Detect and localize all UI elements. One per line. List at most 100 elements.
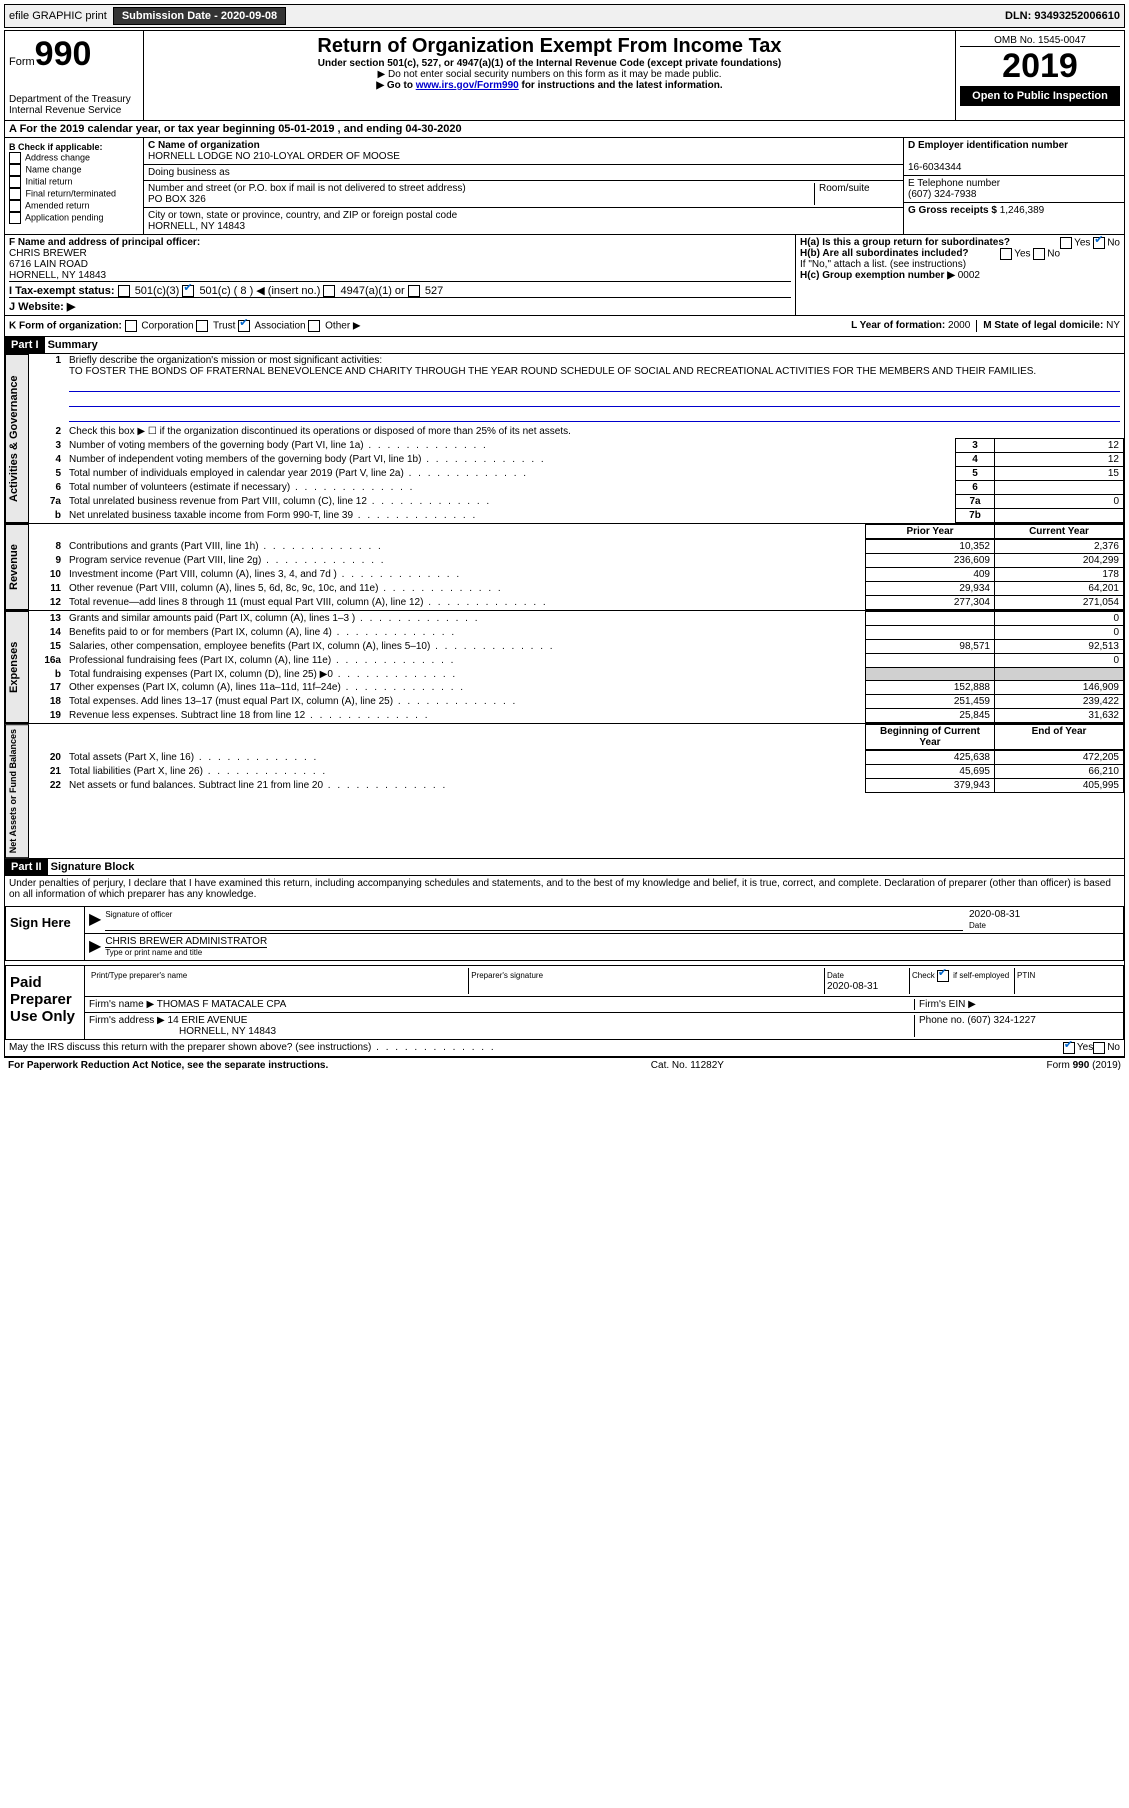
discuss-no[interactable] <box>1093 1042 1105 1054</box>
gross-label: G Gross receipts $ <box>908 205 997 216</box>
sign-block: Sign Here ▶ Signature of officer 2020-08… <box>5 906 1124 961</box>
fh-block: F Name and address of principal officer:… <box>5 235 1124 316</box>
firm-name-l: Firm's name ▶ <box>89 999 154 1010</box>
form990-link[interactable]: www.irs.gov/Form990 <box>416 80 519 91</box>
open-public-label: Open to Public Inspection <box>960 86 1120 106</box>
c-label: C Name of organization <box>148 140 260 151</box>
self-employed-check[interactable] <box>937 970 949 982</box>
efile-label: efile GRAPHIC print <box>9 10 107 22</box>
org-addr: PO BOX 326 <box>148 194 206 205</box>
l2-text: Check this box ▶ ☐ if the organization d… <box>65 425 1124 438</box>
prep-c3v: 2020-08-31 <box>827 981 878 992</box>
check-b[interactable] <box>9 164 21 176</box>
k-other-l: Other ▶ <box>325 321 360 332</box>
discuss-q: May the IRS discuss this return with the… <box>9 1042 1063 1054</box>
part1-header-row: Part I Summary <box>5 337 1124 354</box>
form-title: Return of Organization Exempt From Incom… <box>148 35 951 58</box>
f-name: CHRIS BREWER <box>9 248 791 259</box>
check-b[interactable] <box>9 188 21 200</box>
phone: (607) 324-1227 <box>967 1015 1035 1026</box>
dept-label: Department of the Treasury Internal Reve… <box>9 94 139 116</box>
arrow-icon-2: ▶ <box>89 936 101 958</box>
note2-post: for instructions and the latest informat… <box>519 80 723 91</box>
dba-label: Doing business as <box>148 167 230 178</box>
check-b[interactable] <box>9 212 21 224</box>
ha-yes[interactable] <box>1060 237 1072 249</box>
side-netassets: Net Assets or Fund Balances <box>5 724 29 858</box>
form-note1: ▶ Do not enter social security numbers o… <box>148 69 951 80</box>
k-other[interactable] <box>308 320 320 332</box>
side-activities: Activities & Governance <box>5 354 29 523</box>
part1-body: Activities & Governance 1 Briefly descri… <box>5 354 1124 523</box>
addr-label: Number and street (or P.O. box if mail i… <box>148 183 466 194</box>
j-label: J Website: ▶ <box>9 297 791 313</box>
city-label: City or town, state or province, country… <box>148 210 457 221</box>
ein: 16-6034344 <box>908 162 961 173</box>
penalties-text: Under penalties of perjury, I declare th… <box>5 876 1124 902</box>
m-label: M State of legal domicile: <box>983 320 1103 331</box>
sig-name-label: Type or print name and title <box>105 948 202 957</box>
check-501c3[interactable] <box>118 285 130 297</box>
col-curr: Current Year <box>995 525 1124 539</box>
o-527: 527 <box>425 285 443 297</box>
form-subtitle: Under section 501(c), 527, or 4947(a)(1)… <box>148 58 951 69</box>
discuss-row: May the IRS discuss this return with the… <box>5 1040 1124 1056</box>
check-b[interactable] <box>9 152 21 164</box>
sign-here-label: Sign Here <box>6 907 85 960</box>
dln-label: DLN: 93493252006610 <box>1005 10 1120 22</box>
k-corp[interactable] <box>125 320 137 332</box>
form-container: Form990 Department of the Treasury Inter… <box>4 30 1125 1057</box>
expenses-block: Expenses 13Grants and similar amounts pa… <box>5 610 1124 723</box>
m-val: NY <box>1106 320 1120 331</box>
f-label: F Name and address of principal officer: <box>9 237 791 248</box>
footer-r: Form 990 (2019) <box>1047 1060 1121 1071</box>
preparer-label: Paid Preparer Use Only <box>6 966 85 1039</box>
sig-officer-label: Signature of officer <box>105 910 172 919</box>
phone-l: Phone no. <box>919 1015 965 1026</box>
submission-date-btn[interactable]: Submission Date - 2020-09-08 <box>113 7 286 25</box>
col-boy: Beginning of Current Year <box>866 725 995 750</box>
sig-date-label: Date <box>969 921 986 930</box>
check-b[interactable] <box>9 200 21 212</box>
discuss-yes[interactable] <box>1063 1042 1075 1054</box>
hb-yes[interactable] <box>1000 248 1012 260</box>
k-corp-l: Corporation <box>141 321 193 332</box>
hc-val: 0002 <box>958 270 980 281</box>
footer: For Paperwork Reduction Act Notice, see … <box>4 1057 1125 1073</box>
form-number: 990 <box>35 35 92 73</box>
firm-ein-l: Firm's EIN ▶ <box>919 999 976 1010</box>
firm-addr-l: Firm's address ▶ <box>89 1015 165 1026</box>
hb-no[interactable] <box>1033 248 1045 260</box>
hc-label: H(c) Group exemption number ▶ <box>800 270 955 281</box>
tax-year: 2019 <box>960 47 1120 86</box>
prep-c5: PTIN <box>1017 971 1035 980</box>
firm-addr1: 14 ERIE AVENUE <box>168 1015 248 1026</box>
check-4947[interactable] <box>323 285 335 297</box>
side-revenue: Revenue <box>5 524 29 610</box>
part2-header: Part II <box>5 859 48 875</box>
l-label: L Year of formation: <box>851 320 945 331</box>
check-b[interactable] <box>9 176 21 188</box>
f-addr2: HORNELL, NY 14843 <box>9 270 791 281</box>
hb-yes-l: Yes <box>1014 249 1030 260</box>
l1-label: Briefly describe the organization's miss… <box>69 355 382 366</box>
check-527[interactable] <box>408 285 420 297</box>
line-a: A For the 2019 calendar year, or tax yea… <box>5 121 1124 138</box>
k-trust[interactable] <box>196 320 208 332</box>
form-header: Form990 Department of the Treasury Inter… <box>5 31 1124 121</box>
col-prior: Prior Year <box>866 525 995 539</box>
tel: (607) 324-7938 <box>908 189 976 200</box>
form-word: Form <box>9 56 35 68</box>
k-assoc[interactable] <box>238 320 250 332</box>
k-label: K Form of organization: <box>9 321 122 332</box>
ha-no[interactable] <box>1093 237 1105 249</box>
check-501c[interactable] <box>182 285 194 297</box>
footer-l: For Paperwork Reduction Act Notice, see … <box>8 1060 328 1071</box>
gross-val: 1,246,389 <box>1000 205 1045 216</box>
sig-name: CHRIS BREWER ADMINISTRATOR <box>105 936 267 948</box>
form-note2: ▶ Go to www.irs.gov/Form990 for instruct… <box>148 80 951 91</box>
firm-addr2: HORNELL, NY 14843 <box>179 1026 276 1037</box>
footer-m: Cat. No. 11282Y <box>651 1060 724 1071</box>
part2-title: Signature Block <box>51 861 135 873</box>
revenue-block: Revenue Prior Year Current Year 8Contrib… <box>5 523 1124 610</box>
